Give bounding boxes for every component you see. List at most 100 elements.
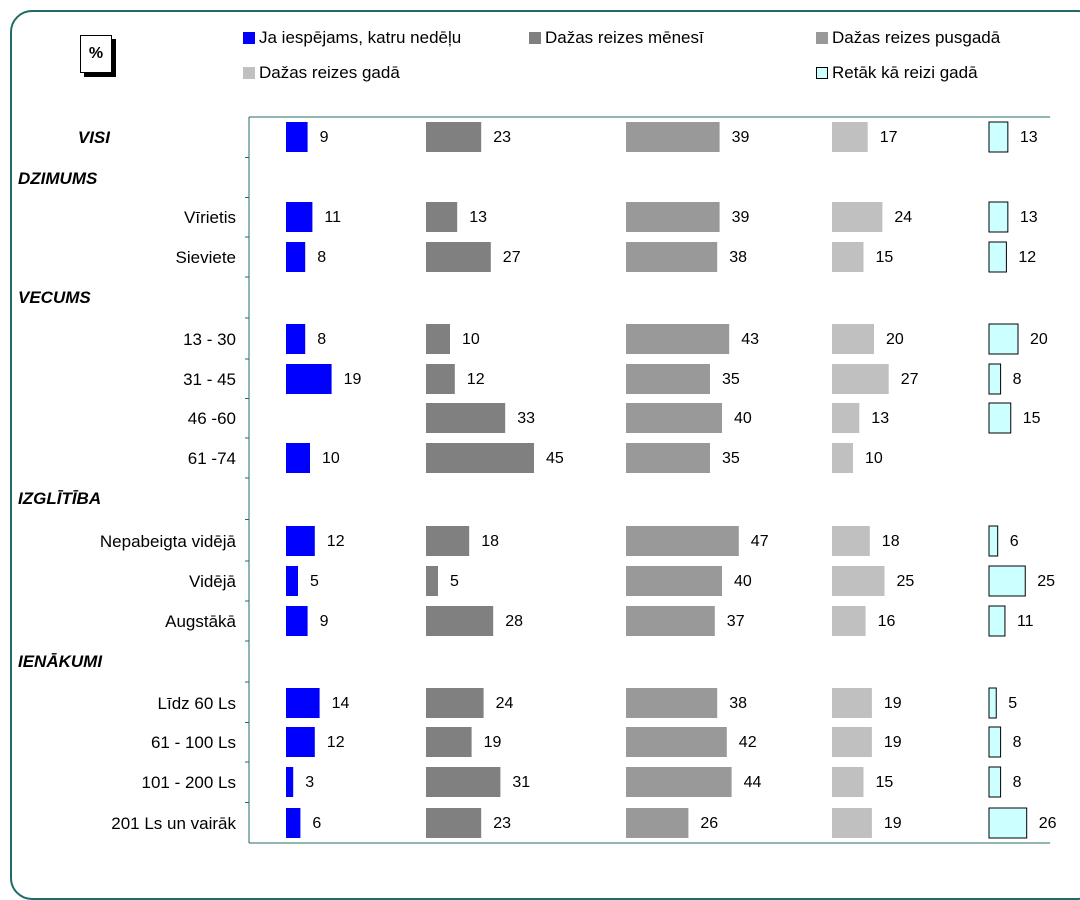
category-label: Vidējā bbox=[189, 572, 236, 591]
bar-5 bbox=[988, 201, 1009, 233]
data-label: 38 bbox=[729, 695, 747, 712]
bar-3 bbox=[626, 364, 710, 394]
data-label: 16 bbox=[878, 613, 896, 630]
data-label: 39 bbox=[732, 129, 750, 146]
data-label: 5 bbox=[310, 573, 319, 590]
bar-2 bbox=[426, 808, 482, 838]
bar-3 bbox=[626, 526, 739, 556]
bar-4 bbox=[832, 526, 870, 556]
bar-2 bbox=[426, 324, 450, 354]
bar-5 bbox=[988, 687, 997, 719]
bar-1 bbox=[286, 688, 320, 718]
data-label: 17 bbox=[880, 129, 898, 146]
data-label: 8 bbox=[1013, 371, 1022, 388]
data-label: 47 bbox=[751, 533, 769, 550]
bar-4 bbox=[832, 808, 872, 838]
bar-2 bbox=[426, 727, 472, 757]
bar-3 bbox=[626, 443, 710, 473]
bar-5 bbox=[988, 807, 1028, 839]
bar-5 bbox=[988, 766, 1002, 798]
data-label: 31 bbox=[512, 774, 530, 791]
bar-4 bbox=[832, 202, 883, 232]
bar-4 bbox=[832, 324, 874, 354]
bar-4 bbox=[832, 242, 864, 272]
bar-2 bbox=[426, 688, 484, 718]
data-label: 33 bbox=[517, 410, 535, 427]
data-label: 45 bbox=[546, 450, 564, 467]
data-label: 44 bbox=[744, 774, 762, 791]
legend-swatch bbox=[243, 67, 255, 79]
bar-2 bbox=[426, 606, 494, 636]
bar-2 bbox=[426, 122, 482, 152]
category-label: 101 - 200 Ls bbox=[141, 773, 236, 792]
data-label: 38 bbox=[729, 249, 747, 266]
data-label: 3 bbox=[305, 774, 314, 791]
category-label: 46 -60 bbox=[188, 409, 236, 428]
data-label: 14 bbox=[332, 695, 350, 712]
bar-4 bbox=[832, 122, 868, 152]
data-label: 11 bbox=[324, 209, 341, 226]
data-label: 15 bbox=[876, 249, 894, 266]
data-label: 37 bbox=[727, 613, 745, 630]
bar-2 bbox=[426, 242, 491, 272]
data-label: 25 bbox=[897, 573, 915, 590]
data-label: 40 bbox=[734, 573, 752, 590]
legend-item: Retāk kā reizi gadā bbox=[816, 63, 978, 83]
data-label: 19 bbox=[884, 695, 902, 712]
data-label: 15 bbox=[1023, 410, 1041, 427]
bar-4 bbox=[832, 767, 864, 797]
bar-4 bbox=[832, 606, 866, 636]
category-label: Augstākā bbox=[165, 612, 236, 631]
category-label: 61 -74 bbox=[188, 449, 236, 468]
data-label: 13 bbox=[1020, 209, 1038, 226]
legend-item: Ja iespējams, katru nedēļu bbox=[243, 28, 461, 48]
data-label: 6 bbox=[1010, 533, 1019, 550]
data-label: 10 bbox=[865, 450, 883, 467]
data-label: 23 bbox=[493, 129, 511, 146]
legend-label: Dažas reizes pusgadā bbox=[832, 28, 1001, 47]
category-label: 61 - 100 Ls bbox=[151, 733, 236, 752]
bar-3 bbox=[626, 122, 720, 152]
bar-5 bbox=[988, 605, 1006, 637]
data-label: 39 bbox=[732, 209, 750, 226]
data-label: 35 bbox=[722, 371, 740, 388]
bar-3 bbox=[626, 688, 718, 718]
bar-1 bbox=[286, 202, 313, 232]
data-label: 13 bbox=[871, 410, 889, 427]
data-label: 20 bbox=[1030, 331, 1048, 348]
group-label: IZGLĪTĪBA bbox=[18, 489, 101, 508]
bar-2 bbox=[426, 767, 501, 797]
data-label: 18 bbox=[882, 533, 900, 550]
data-label: 19 bbox=[884, 815, 902, 832]
data-label: 18 bbox=[481, 533, 499, 550]
legend-label: Retāk kā reizi gadā bbox=[832, 63, 978, 82]
bar-1 bbox=[286, 242, 306, 272]
chart-frame bbox=[10, 10, 1080, 900]
group-label: VECUMS bbox=[18, 288, 91, 307]
group-label: VISI bbox=[78, 128, 111, 147]
data-label: 12 bbox=[467, 371, 485, 388]
legend-item: Dažas reizes pusgadā bbox=[816, 28, 1000, 48]
data-label: 10 bbox=[322, 450, 340, 467]
bar-1 bbox=[286, 364, 332, 394]
data-label: 19 bbox=[484, 734, 502, 751]
bar-5 bbox=[988, 402, 1012, 434]
data-label: 19 bbox=[344, 371, 362, 388]
bar-1 bbox=[286, 808, 301, 838]
bar-1 bbox=[286, 727, 315, 757]
data-label: 15 bbox=[876, 774, 894, 791]
data-label: 40 bbox=[734, 410, 752, 427]
data-label: 12 bbox=[1018, 249, 1036, 266]
legend-swatch bbox=[529, 32, 541, 44]
bar-2 bbox=[426, 364, 455, 394]
legend-swatch bbox=[243, 32, 255, 44]
bar-5 bbox=[988, 363, 1002, 395]
data-label: 20 bbox=[886, 331, 904, 348]
bar-5 bbox=[988, 726, 1002, 758]
data-label: 9 bbox=[320, 129, 329, 146]
bar-4 bbox=[832, 566, 885, 596]
bar-3 bbox=[626, 324, 730, 354]
bar-3 bbox=[626, 566, 722, 596]
category-label: Sieviete bbox=[176, 248, 236, 267]
data-label: 26 bbox=[700, 815, 718, 832]
